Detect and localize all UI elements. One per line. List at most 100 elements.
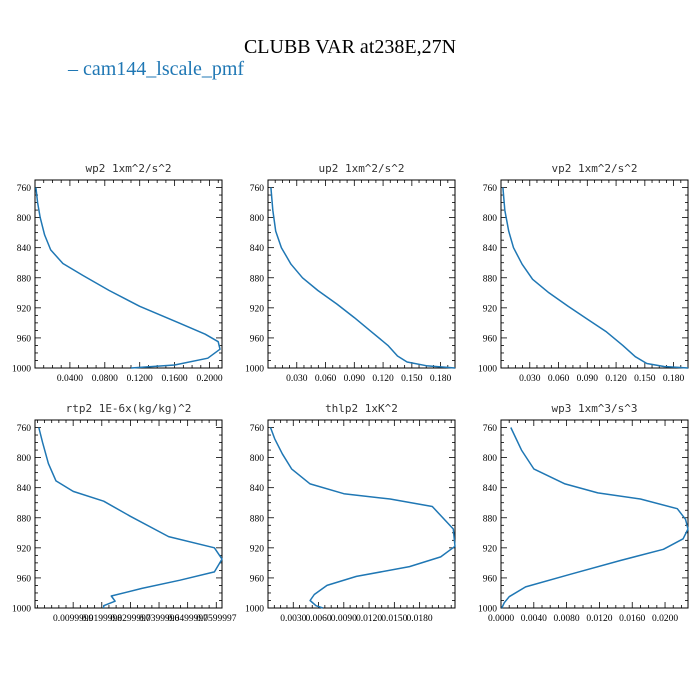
x-tick-label: 0.030 [519, 374, 541, 384]
y-tick-label: 880 [483, 514, 498, 524]
x-tick-label: 0.0060 [305, 614, 331, 624]
subplot-1: wp2 1xm^2/s^2 760 800 840 880 920 960 1000 0.040… [12, 162, 223, 384]
x-tick-label: 0.060 [548, 374, 570, 384]
y-tick-label: 1000 [478, 365, 497, 375]
x-tick-label: 0.0030 [280, 614, 306, 624]
y-tick-label: 840 [17, 244, 32, 254]
subplot-title: wp2 1xm^2/s^2 [85, 162, 171, 175]
x-tick-label: 0.120 [372, 374, 394, 384]
x-tick-label: 0.0150 [381, 614, 407, 624]
x-tick-label: 0.060 [315, 374, 337, 384]
y-tick-label: 800 [17, 214, 32, 224]
y-tick-label: 800 [483, 214, 498, 224]
subplot-2: up2 1xm^2/s^2 760 800 840 880 920 960 1000 0.030… [245, 162, 456, 384]
y-tick-label: 960 [483, 574, 498, 584]
subplot-title: vp2 1xm^2/s^2 [551, 162, 637, 175]
x-tick-label: 0.0040 [521, 614, 547, 624]
series-line [502, 187, 689, 369]
x-tick-label: 0.1600 [162, 374, 188, 384]
series-line [38, 427, 223, 608]
plot-frame [34, 419, 223, 609]
x-tick-label: 0.0199998 [82, 614, 123, 624]
y-tick-label: 760 [17, 424, 32, 434]
y-tick-label: 960 [250, 574, 265, 584]
x-tick-label: 0.0120 [586, 614, 612, 624]
y-tick-label: 840 [17, 484, 32, 494]
subplot-title: wp3 1xm^3/s^3 [551, 402, 637, 415]
y-tick-label: 840 [483, 244, 498, 254]
subplot-3: vp2 1xm^2/s^2 760 800 840 880 920 960 1000 0.030… [478, 162, 689, 384]
y-tick-label: 960 [483, 334, 498, 344]
x-tick-label: 0.150 [634, 374, 656, 384]
y-tick-label: 920 [17, 544, 32, 554]
plot-frame [267, 419, 456, 609]
y-tick-label: 960 [250, 334, 265, 344]
series-line [270, 187, 456, 369]
y-tick-label: 760 [250, 184, 265, 194]
subplot-title: rtp2 1E-6x(kg/kg)^2 [66, 402, 192, 415]
y-tick-label: 760 [250, 424, 265, 434]
x-tick-label: 0.0080 [554, 614, 580, 624]
plot-frame [34, 179, 223, 369]
y-tick-label: 760 [483, 184, 498, 194]
subplot-4: rtp2 1E-6x(kg/kg)^2 760 800 840 880 920 960 100… [12, 402, 237, 624]
y-tick-label: 760 [483, 424, 498, 434]
y-tick-label: 920 [250, 544, 265, 554]
x-tick-label: 0.0299997 [110, 614, 151, 624]
x-tick-label: 0.120 [605, 374, 627, 384]
y-tick-label: 920 [483, 304, 498, 314]
x-tick-label: 0.150 [401, 374, 423, 384]
y-tick-label: 880 [17, 514, 32, 524]
plot-frame [500, 419, 689, 609]
x-tick-label: 0.0599997 [196, 614, 237, 624]
y-tick-label: 800 [17, 454, 32, 464]
y-tick-label: 880 [17, 274, 32, 284]
y-tick-label: 1000 [12, 605, 31, 615]
x-tick-label: 0.0800 [92, 374, 118, 384]
y-tick-label: 800 [250, 214, 265, 224]
x-tick-label: 0.0499997 [167, 614, 208, 624]
y-tick-label: 840 [483, 484, 498, 494]
x-tick-label: 0.090 [577, 374, 599, 384]
y-tick-label: 920 [17, 304, 32, 314]
x-tick-label: 0.0180 [407, 614, 433, 624]
x-tick-label: 0.0160 [619, 614, 645, 624]
x-tick-label: 0.0120 [356, 614, 382, 624]
x-tick-label: 0.030 [286, 374, 308, 384]
y-tick-label: 960 [17, 334, 32, 344]
x-tick-label: 0.1200 [127, 374, 153, 384]
x-tick-label: 0.2000 [196, 374, 222, 384]
x-tick-label: 0.090 [344, 374, 366, 384]
y-tick-label: 920 [250, 304, 265, 314]
legend-series-label: cam144_lscale_pmf [83, 58, 245, 80]
x-tick-label: 0.0200 [652, 614, 678, 624]
series-line [501, 427, 689, 609]
y-tick-label: 800 [250, 454, 265, 464]
y-tick-label: 920 [483, 544, 498, 554]
series-line [35, 187, 221, 369]
y-tick-label: 880 [483, 274, 498, 284]
y-tick-label: 800 [483, 454, 498, 464]
x-tick-label: 0.0099999 [53, 614, 94, 624]
x-tick-label: 0.0000 [488, 614, 514, 624]
x-tick-label: 0.180 [430, 374, 452, 384]
y-tick-label: 1000 [245, 365, 264, 375]
x-tick-label: 0.0400 [57, 374, 83, 384]
chart-title: CLUBB VAR at238E,27N [243, 36, 457, 58]
x-tick-label: 0.0090 [331, 614, 357, 624]
legend: – cam144_lscale_pmf [68, 58, 244, 81]
y-tick-label: 880 [250, 274, 265, 284]
legend-line-marker: – [68, 58, 78, 80]
y-tick-label: 880 [250, 514, 265, 524]
plot-frame [267, 179, 456, 369]
y-tick-label: 1000 [245, 605, 264, 615]
y-tick-label: 960 [17, 574, 32, 584]
subplot-title: thlp2 1xK^2 [325, 402, 398, 415]
y-tick-label: 1000 [12, 365, 31, 375]
x-tick-label: 0.0399996 [139, 614, 180, 624]
subplot-title: up2 1xm^2/s^2 [318, 162, 404, 175]
y-tick-label: 840 [250, 244, 265, 254]
series-line [269, 427, 456, 609]
